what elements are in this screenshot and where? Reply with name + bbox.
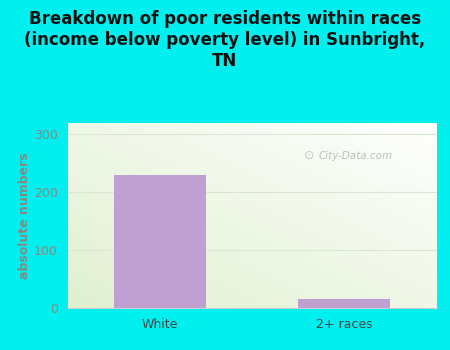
Text: ⊙: ⊙ xyxy=(304,149,315,162)
Y-axis label: absolute numbers: absolute numbers xyxy=(18,152,31,279)
Bar xyxy=(113,175,206,308)
Text: Breakdown of poor residents within races
(income below poverty level) in Sunbrig: Breakdown of poor residents within races… xyxy=(24,10,426,70)
Text: City-Data.com: City-Data.com xyxy=(318,151,392,161)
Bar xyxy=(298,299,391,308)
